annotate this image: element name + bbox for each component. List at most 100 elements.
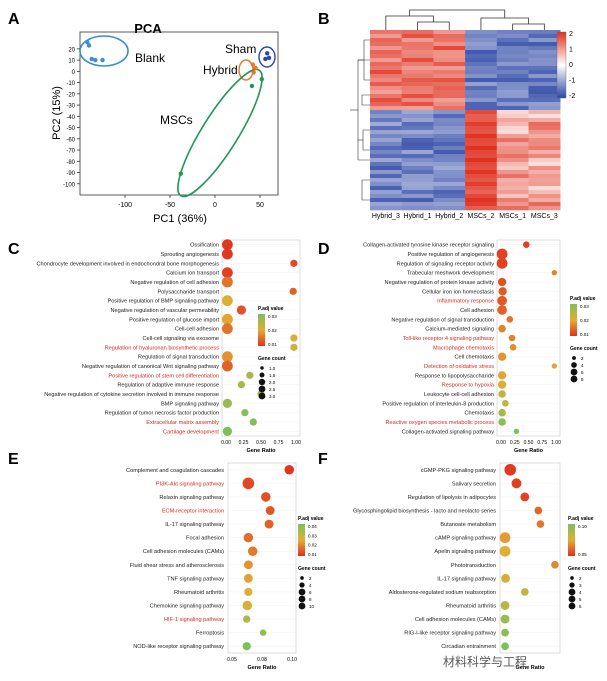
heatmap-cell [528,162,561,167]
heatmap-cell [401,202,434,207]
heatmap-cell [528,122,561,127]
dotplot-term-label: Collagen-activated signaling pathway [402,429,495,435]
dotplot-frame [499,462,561,654]
pca-y-tick-label: -80 [66,160,75,166]
dotplot-point [236,305,247,315]
heatmap-cell [465,154,498,159]
heatmap-cell [433,122,466,127]
heatmap-cell [433,182,466,187]
heatmap-cell [496,154,529,159]
heatmap-cell [370,142,402,147]
dotplot-point [506,316,514,323]
heatmap-cell [528,114,561,119]
heatmap-cell [496,46,529,51]
heatmap-cell [401,78,434,83]
heatmap-cell [433,154,466,159]
dotplot-x-tick-label: 1.00 [291,440,301,446]
kegg-dotplot-f: cGMP-PKG signaling pathway Salivary secre… [353,462,596,671]
dotplot-term-label: Regulation of tumor necrosis factor prod… [105,411,219,417]
dotplot-point [536,520,545,528]
heatmap-cell [496,70,529,75]
dotplot-color-tick: 0.04 [308,524,317,529]
watermark: 材料科学与工程 [443,655,528,669]
dotplot-point [290,334,298,342]
heatmap-cell [370,134,402,139]
heatmap-cell [465,50,498,55]
pca-y-tick-label: -20 [66,92,75,98]
dotplot-x-axis-label: Gene Ratio [246,448,276,454]
heatmap-cell [370,162,402,167]
heatmap-cell [496,142,529,147]
dotplot-point [496,257,508,269]
heatmap-cell [528,186,561,191]
heatmap-cell [370,122,402,127]
heatmap-cell [401,66,434,71]
heatmap-cell [528,150,561,155]
heatmap-cell [528,66,561,71]
heatmap-cell [401,142,434,147]
heatmap-cell [370,30,402,35]
heatmap-cell [433,102,466,107]
heatmap-cell [528,138,561,143]
heatmap-cell [433,166,466,171]
pca-y-tick-label: -60 [66,137,75,143]
hybrid-group-label: Hybrid [203,63,238,77]
heatmap-cell [496,198,529,203]
dotplot-color-tick: 0.01 [580,332,589,337]
heatmap-cell [401,74,434,79]
heatmap-cell [465,146,498,151]
dotplot-term-label: Collagen-activated tyrosine kinase recep… [363,243,494,249]
dotplot-x-axis-label: Gene Ratio [247,665,277,671]
heatmap-legend-tick: -1 [569,78,575,85]
dotplot-term-label: Detection of oxidative stress [424,364,494,370]
dotplot-term-label: Negative regulation of canonical Wnt sig… [82,364,219,370]
dotplot-size-swatch [568,588,576,596]
dotplot-size-swatch [300,576,304,580]
heatmap-column-label: MSCs_3 [531,213,558,220]
heatmap-cell [465,158,498,163]
heatmap-cell [370,190,402,195]
heatmap-column-labels: Hybrid_3 Hybrid_1 Hybrid_2 MSCs_2 MSCs_1 MSCs… [372,213,558,220]
dendrogram-branch [409,9,506,18]
heatmap-cell [528,142,561,147]
heatmap-cell [496,54,529,59]
dotplot-term-label: Relaxin signaling pathway [159,495,224,501]
dotplot-point [497,295,507,306]
dotplot-size-tick: 4 [581,363,584,368]
heatmap-cell [370,50,402,55]
heatmap-cell [370,178,402,183]
heatmap-row-dendrogram [350,39,370,201]
dotplot-term-label: Trabecular meshwork development [407,271,495,277]
heatmap-cell [433,62,466,67]
pca-point-mscs [259,77,264,82]
dotplot-color-tick: 0.05 [578,552,587,557]
pca-y-tick-label: -10 [66,81,75,87]
heatmap-cell [528,50,561,55]
dotplot-point [498,390,506,398]
heatmap-cell [401,54,434,59]
heatmap-cell [465,106,498,111]
heatmap-cell [401,182,434,187]
heatmap-cell [496,98,529,103]
pca-point-blank [100,57,105,63]
heatmap-cell [496,130,529,135]
dotplot-point [496,248,508,260]
heatmap-cell [528,106,561,111]
dotplot-point [501,642,509,651]
heatmap-cell [401,190,434,195]
heatmap-cell [528,38,561,43]
heatmap-cell [465,178,498,183]
pca-x-axis-label: PC1 (36%) [153,213,207,225]
dotplot-size-tick: 6 [309,590,312,595]
dotplot-point [237,381,246,389]
dotplot-point [222,276,233,288]
dotplot-point [498,324,506,333]
heatmap-cell [465,186,498,191]
dotplot-term-label: HIF-1 signaling pathway [164,617,224,623]
heatmap-cell [465,78,498,83]
dotplot-term-label: Chemotaxis [464,411,494,417]
heatmap-cell [528,202,561,207]
heatmap-cell [496,102,529,107]
heatmap-cell [528,154,561,159]
